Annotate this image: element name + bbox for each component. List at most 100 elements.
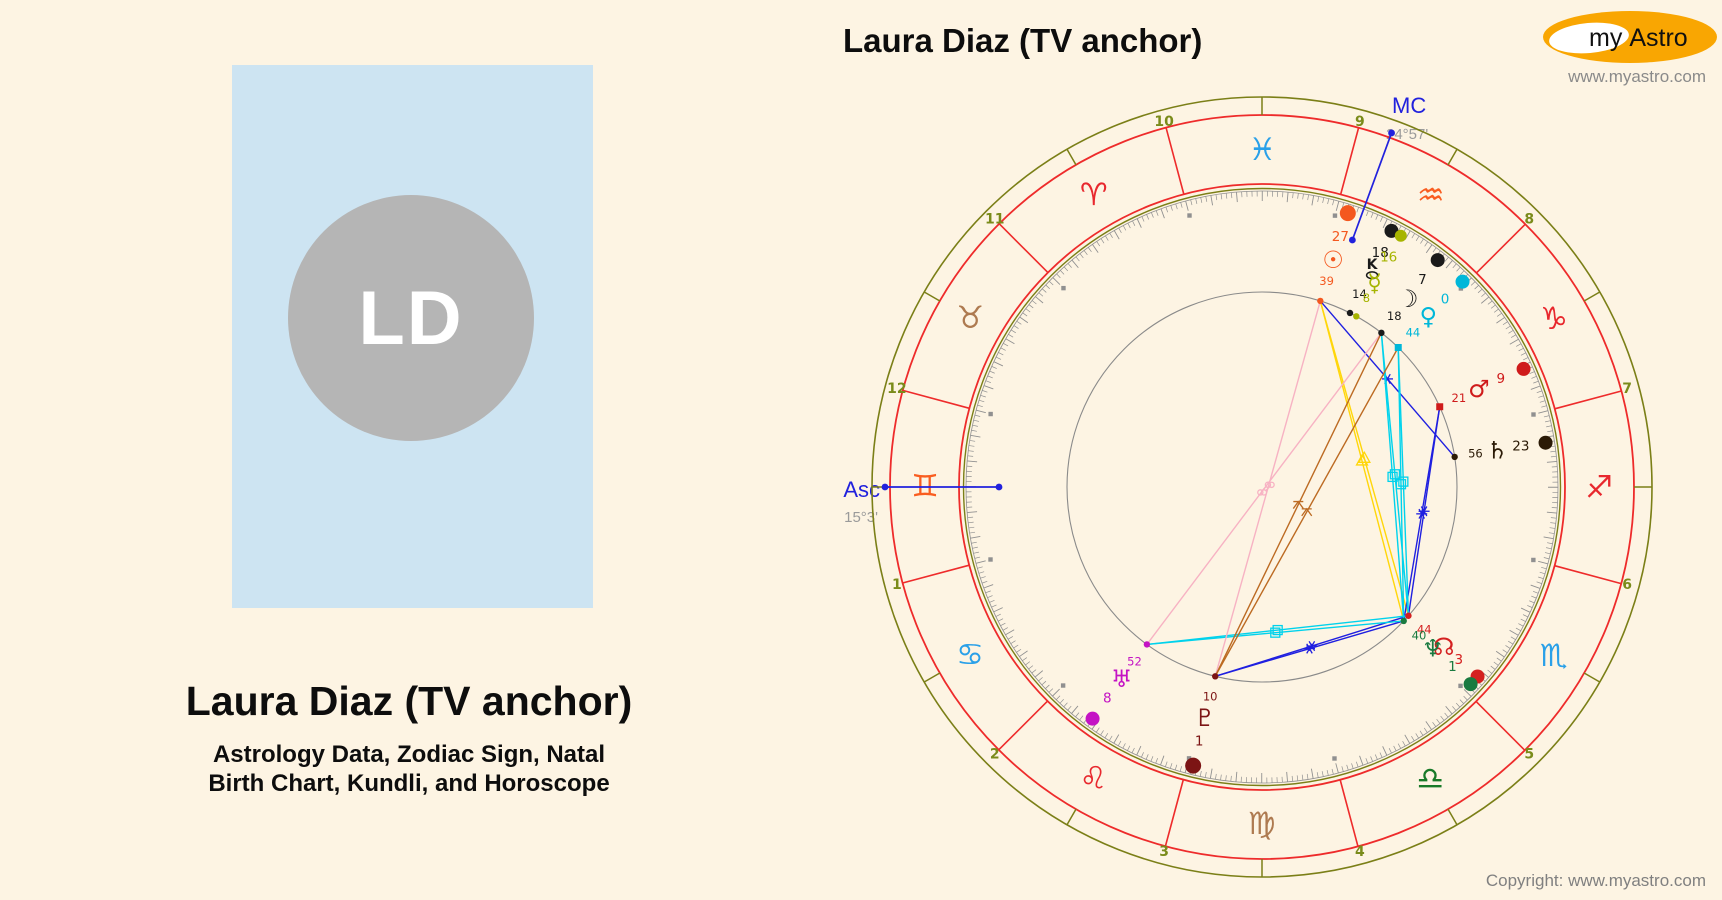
aspect-sun-pluto-opposition [1214,300,1321,677]
house-number-9: 9 [1355,114,1365,130]
house-number-5: 5 [1524,746,1534,762]
svg-text:♀: ♀ [1419,303,1437,331]
house-number-3: 3 [1159,844,1169,860]
aspect-uranus-node-square [1146,615,1409,646]
svg-text:☉: ☉ [1322,246,1344,274]
aspect-endpoints [1143,297,1458,680]
sign-scorpio-glyph: ♏ [1540,638,1568,674]
planet-saturn: ♄ 23 56 [1468,435,1553,464]
sign-aries-glyph: ♈ [1080,177,1108,213]
aspect-venus-neptune-square [1395,347,1407,621]
avatar: LD [288,195,534,441]
svg-text:56: 56 [1468,447,1483,461]
svg-text:☊: ☊ [1433,633,1454,661]
planet-mars: ♂ 9 21 [1452,361,1531,405]
svg-text:☿: ☿ [1367,269,1382,297]
svg-text:♂: ♂ [1468,375,1490,403]
svg-text:14: 14 [1352,287,1367,301]
aspect-moon-node-square [1380,332,1410,616]
svg-text:10: 10 [1203,690,1218,704]
svg-text:♎: ♎ [1416,761,1444,797]
planet-mercury: ☿ 16 8 [1363,229,1407,305]
aspect-venus-pluto-quincunx [1214,347,1399,677]
svg-text:27: 27 [1332,229,1349,245]
svg-text:8: 8 [1103,690,1112,706]
aspect-pluto-node-sextile [1215,615,1409,677]
logo-my: my [1589,24,1623,52]
svg-text:♌: ♌ [1079,761,1107,797]
svg-text:4: 4 [1355,844,1365,860]
svg-text:♍: ♍ [1248,806,1276,842]
svg-text:♄: ♄ [1486,436,1508,464]
aspect-moon-uranus-opposition [1146,332,1382,645]
house-number-12: 12 [887,381,906,397]
profile-subtitle: Astrology Data, Zodiac Sign, Natal Birth… [129,740,689,798]
house-number-7: 7 [1622,381,1632,397]
planet-venus: ♀0 44 [1406,274,1470,339]
aspect-moon-neptune-square [1380,332,1405,621]
mc-label: MC [1392,93,1427,118]
svg-text:52: 52 [1127,654,1142,668]
svg-text:40: 40 [1412,628,1427,642]
website-link[interactable]: www.myastro.com [1568,67,1706,86]
aspect-venus-node-square [1397,347,1410,616]
svg-text:1: 1 [892,577,902,593]
aspect-moon-pluto-quincunx [1214,332,1383,677]
svg-text:7: 7 [1622,381,1632,397]
logo-astro: Astro [1629,24,1688,52]
svg-text:♉: ♉ [956,300,984,336]
svg-text:3: 3 [1454,652,1463,668]
svg-text:3: 3 [1159,844,1169,860]
profile-name: Laura Diaz (TV anchor) [185,678,633,724]
aspect-sun-saturn-sextile [1319,300,1456,458]
svg-text:23: 23 [1512,439,1529,455]
svg-text:☽: ☽ [1397,285,1419,313]
svg-text:0: 0 [1441,292,1450,308]
svg-text:1: 1 [1448,659,1457,675]
planet-moon: ☽7 18 [1387,253,1445,323]
svg-text:44: 44 [1406,325,1421,339]
sign-sagittarius-glyph: ♐ [1585,469,1613,505]
svg-text:♏: ♏ [1540,638,1568,674]
svg-text:8: 8 [1524,212,1534,228]
sign-virgo-glyph: ♍ [1248,806,1276,842]
planet-pluto: ♇1 10 [1185,690,1218,774]
svg-text:44: 44 [1417,623,1432,637]
copyright: Copyright: www.myastro.com [1485,871,1706,890]
sign-aquarius-glyph: ♒ [1417,177,1445,213]
svg-text:♐: ♐ [1585,469,1613,505]
svg-text:8: 8 [1363,291,1370,305]
svg-text:16: 16 [1380,250,1397,266]
svg-text:9: 9 [1496,371,1505,387]
myastro-logo-text: my Astro [1589,24,1688,53]
svg-text:39: 39 [1319,274,1334,288]
aspect-mars-node-sextile [1407,406,1441,616]
sign-pisces-glyph: ♓ [1248,132,1276,168]
zodiac-ring: ♈♉♊♋♌♍♎♏♐♑♒♓ [902,127,1622,847]
asc-label: Asc [843,477,880,502]
sign-taurus-glyph: ♉ [956,300,984,336]
svg-text:♈: ♈ [1080,177,1108,213]
svg-text:♒: ♒ [1417,177,1445,213]
house-number-11: 11 [985,212,1004,228]
house-number-1: 1 [892,577,902,593]
svg-text:21: 21 [1452,391,1467,405]
sign-leo-glyph: ♌ [1079,761,1107,797]
house-number-10: 10 [1154,114,1174,130]
svg-text:♋: ♋ [956,637,984,673]
house-number-2: 2 [990,746,1000,762]
house-number-4: 4 [1355,844,1365,860]
sign-capricorn-glyph: ♑ [1540,301,1568,337]
aspect-lines [1146,300,1456,677]
svg-text:♇: ♇ [1194,704,1216,732]
asc-axis [881,483,1003,491]
sign-libra-glyph: ♎ [1416,761,1444,797]
svg-text:7: 7 [1418,272,1427,288]
svg-text:5: 5 [1524,746,1534,762]
axis-lines [881,129,1395,491]
svg-text:9: 9 [1355,114,1365,130]
svg-text:10: 10 [1154,114,1174,130]
